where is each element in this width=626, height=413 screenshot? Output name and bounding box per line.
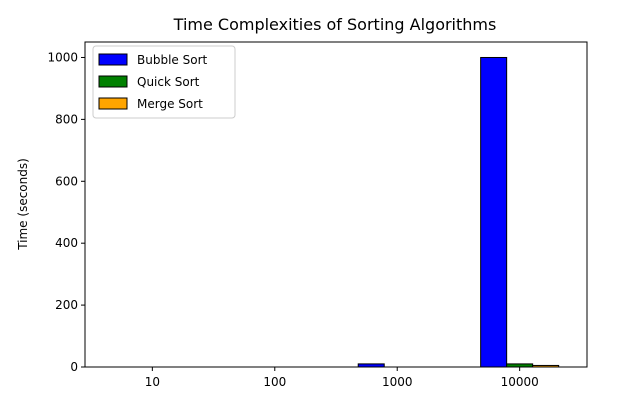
legend-swatch-quick-sort: [98, 75, 128, 88]
legend-swatch-merge-sort: [98, 97, 128, 110]
chart-title: Time Complexities of Sorting Algorithms: [173, 15, 497, 34]
plot-frame: [84, 41, 588, 368]
x-tick-label: 10000: [501, 375, 539, 389]
x-tick-label: 1000: [382, 375, 413, 389]
bars-layer: [357, 56, 560, 368]
y-tick-label: 800: [55, 112, 78, 126]
legend-swatch-bubble-sort: [98, 53, 128, 66]
legend-label-bubble-sort: Bubble Sort: [137, 53, 207, 67]
y-tick-label: 0: [70, 360, 78, 374]
legend-label-merge-sort: Merge Sort: [137, 97, 203, 111]
legend-box: [92, 45, 236, 119]
axes-layer: 0 200 400 600 800 1000 10 100 1000 10000: [47, 41, 588, 389]
y-tick-label: 200: [55, 298, 78, 312]
legend-label-quick-sort: Quick Sort: [137, 75, 200, 89]
y-tick-label: 1000: [47, 50, 78, 64]
y-tick-label: 600: [55, 174, 78, 188]
x-tick-label: 10: [145, 375, 160, 389]
y-axis-label: Time (seconds): [16, 158, 30, 251]
legend: Bubble Sort Quick Sort Merge Sort: [92, 45, 236, 119]
y-tick-label: 400: [55, 236, 78, 250]
bar-bubble-sort-10000: [480, 56, 508, 368]
x-tick-label: 100: [263, 375, 286, 389]
